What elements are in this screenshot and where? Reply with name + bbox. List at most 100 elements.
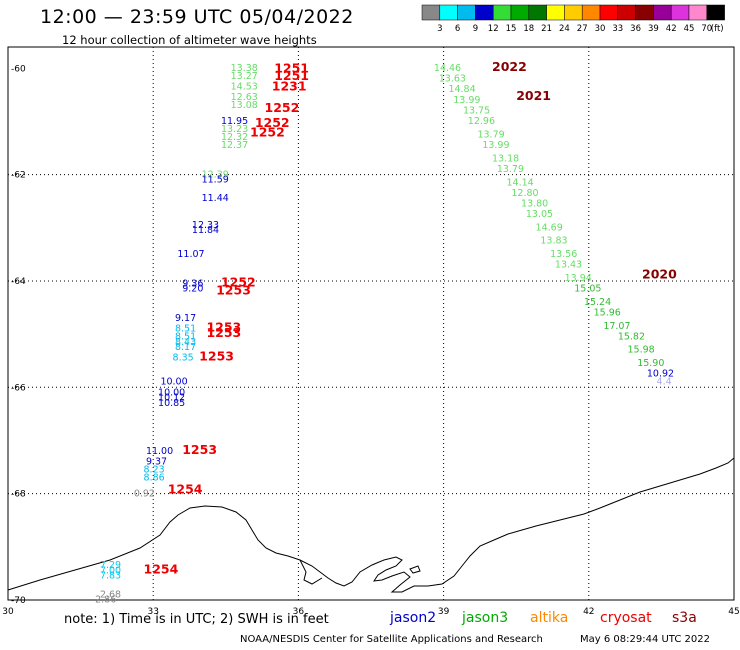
- wave-height-value: 14.53: [231, 82, 258, 93]
- colorbar-label: 6: [455, 24, 460, 34]
- wave-height-value: 13.94: [565, 273, 592, 284]
- coastline-path: [7, 457, 735, 593]
- wave-height-value: 11.44: [202, 193, 229, 204]
- lon-tick-label: 33: [147, 607, 158, 617]
- satellite-legend-s3a: s3a: [672, 610, 697, 626]
- colorbar-label: 12: [488, 24, 499, 34]
- wave-height-value: 15.82: [618, 331, 645, 342]
- pass-time-label: 1252: [265, 100, 300, 115]
- map-frame: [7, 46, 735, 601]
- map-labels: 30 33 36 39 42 45 -60 -62 -64 -66 -68 -70: [2, 64, 739, 617]
- lat-tick-label: -60: [11, 64, 26, 74]
- grid-lines: [8, 47, 734, 600]
- pass-time-label: 1254: [144, 561, 179, 576]
- wave-height-value: 12.32: [221, 132, 248, 143]
- wave-height-value: 11.59: [202, 175, 229, 186]
- wave-height-value: 14.69: [536, 222, 563, 233]
- wave-height-value: 14.46: [434, 63, 461, 74]
- lat-tick-label: -66: [11, 383, 26, 393]
- pass-time-label: 1253: [216, 282, 251, 297]
- pass-time-label: 1253: [206, 319, 241, 334]
- wave-height-value: 9.20: [182, 284, 203, 295]
- colorbar-unit: (ft): [711, 24, 724, 34]
- wave-height-value: 12.63: [231, 92, 258, 103]
- pass-time-label: 1231: [272, 79, 307, 94]
- colorbar-label: 9: [473, 24, 478, 34]
- wave-height-value: 8.23: [144, 464, 165, 475]
- lon-tick-label: 30: [2, 607, 14, 617]
- wave-height-value: 14.84: [448, 84, 475, 95]
- wave-height-value: 13.05: [526, 209, 553, 220]
- wave-height-value: 13.56: [550, 249, 577, 260]
- wave-height-value: 12.37: [221, 140, 248, 151]
- colorbar-swatch: [492, 4, 512, 21]
- wave-height-value: 10.85: [158, 398, 185, 409]
- wave-height-value: 9.36: [182, 278, 203, 289]
- wave-height-value: 15.05: [574, 284, 601, 295]
- wave-height-value: 13.75: [463, 105, 490, 116]
- colorbar-label: 27: [577, 24, 588, 34]
- pass-time-label: 1252: [221, 274, 256, 289]
- wave-height-value: 13.27: [231, 71, 258, 82]
- map-border: [7, 46, 735, 601]
- wave-height-value: 8.51: [175, 323, 196, 334]
- colorbar-swatch: [564, 4, 583, 21]
- wave-height-value: 15.96: [594, 308, 621, 319]
- colorbar-label: 18: [523, 24, 534, 34]
- coastline-inlet: [299, 559, 323, 585]
- page-subtitle: 12 hour collection of altimeter wave hei…: [62, 33, 317, 47]
- colorbar-swatch: [457, 4, 476, 21]
- pass-time-label: 1253: [206, 325, 241, 340]
- wave-height-value: 2.86: [95, 595, 116, 606]
- colorbar-label: 42: [666, 24, 677, 34]
- wave-height-value: 13.43: [555, 260, 582, 271]
- footer-note: note: 1) Time is in UTC; 2) SWH is in fe…: [64, 612, 329, 627]
- colorbar-swatch: [617, 4, 636, 21]
- coastline-islands: [409, 565, 421, 574]
- wave-height-value: 10.00: [158, 387, 185, 398]
- wave-height-value: 15.98: [628, 345, 655, 356]
- pass-time-label: 2021: [516, 88, 551, 103]
- wave-height-value: 13.99: [453, 95, 480, 106]
- colorbar-label: 70: [701, 24, 712, 34]
- wave-height-value: 8.86: [144, 472, 165, 483]
- colorbar-swatch: [510, 4, 530, 21]
- wave-height-value: 13.23: [221, 124, 248, 135]
- pass-time-label: 1253: [182, 442, 217, 457]
- wave-height-value: 10.00: [160, 377, 187, 388]
- wave-height-value: 13.80: [521, 199, 548, 210]
- wave-height-value: 12.96: [468, 116, 495, 127]
- colorbar-swatch: [546, 4, 565, 21]
- satellite-legend-altika: altika: [530, 610, 569, 626]
- colorbar-swatch: [688, 4, 708, 21]
- wave-height-value: 13.63: [439, 74, 466, 85]
- wave-height-value: 13.99: [482, 140, 509, 151]
- wave-height-value: 11.07: [177, 249, 204, 260]
- wave-height-value: 15.90: [637, 358, 664, 369]
- wave-height-value: 9.37: [146, 456, 167, 467]
- colorbar-swatch: [653, 4, 672, 21]
- lat-tick-label: -62: [11, 171, 26, 181]
- wave-height-value: 11.84: [192, 225, 219, 236]
- colorbar-label: 39: [648, 24, 659, 34]
- colorbar-label: 36: [630, 24, 641, 34]
- satellite-legend-jason3: jason3: [462, 610, 509, 626]
- satellite-legend-cryosat: cryosat: [600, 610, 652, 626]
- colorbar-swatch: [528, 4, 547, 21]
- colorbar-label: 21: [541, 24, 552, 34]
- lon-tick-label: 45: [728, 607, 739, 617]
- wave-height-value: 7.83: [100, 571, 121, 582]
- wave-height-value: 10.92: [647, 369, 674, 380]
- pass-time-label: 1254: [168, 482, 203, 497]
- pass-time-label: 1253: [199, 349, 234, 364]
- wave-height-value: 12.39: [202, 169, 229, 180]
- colorbar-swatch: [421, 4, 441, 21]
- satellite-legend-jason2: jason2: [390, 610, 437, 626]
- wave-height-value: 0.92: [134, 488, 155, 499]
- lon-tick-label: 42: [583, 607, 594, 617]
- wave-height-value: 13.18: [492, 153, 519, 164]
- wave-height-value: 4.4: [657, 377, 672, 388]
